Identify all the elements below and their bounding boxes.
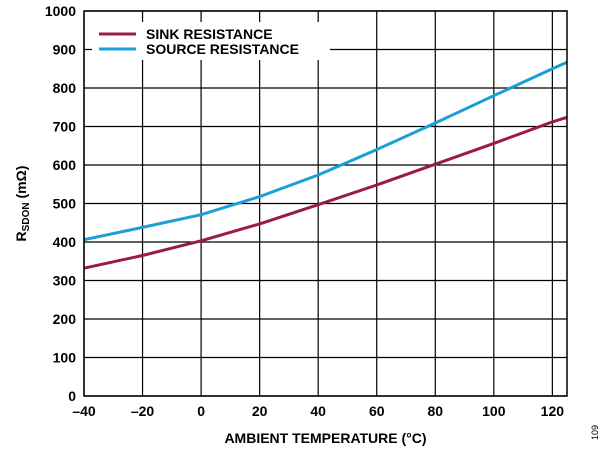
- figure-number: 109: [590, 425, 600, 440]
- x-tick-label: 100: [482, 403, 506, 419]
- x-tick-label: 120: [541, 403, 565, 419]
- grid: [83, 10, 567, 397]
- y-tick-label: 200: [53, 311, 77, 327]
- x-tick-label: –20: [131, 403, 155, 419]
- y-tick-label: 900: [53, 42, 77, 58]
- legend: SINK RESISTANCE SOURCE RESISTANCE: [92, 22, 330, 60]
- y-tick-label: 700: [53, 119, 77, 135]
- x-tick-label: –40: [72, 403, 96, 419]
- y-axis-label-main: R: [13, 231, 29, 241]
- plot-frame: [83, 10, 568, 397]
- series-line-source: [83, 60, 568, 242]
- series-line-sink: [83, 115, 568, 270]
- x-tick-labels: –40 –20 0 20 40 60 80 100 120: [72, 403, 564, 419]
- y-axis-label-subscript: SDON: [21, 202, 32, 231]
- x-tick-label: 40: [310, 403, 326, 419]
- y-tick-label: 400: [53, 234, 77, 250]
- y-tick-labels: 0 100 200 300 400 500 600 700 800 900 1000: [45, 3, 76, 404]
- y-tick-label: 1000: [45, 3, 76, 19]
- y-tick-label: 800: [53, 80, 77, 96]
- legend-label-sink: SINK RESISTANCE: [146, 26, 273, 42]
- y-axis-label: RSDON (mΩ): [13, 166, 32, 242]
- y-tick-label: 600: [53, 157, 77, 173]
- x-tick-label: 0: [197, 403, 205, 419]
- x-tick-label: 80: [427, 403, 443, 419]
- legend-label-source: SOURCE RESISTANCE: [146, 41, 299, 57]
- y-tick-label: 300: [53, 273, 77, 289]
- x-axis-label: AMBIENT TEMPERATURE (°C): [224, 430, 426, 446]
- legend-background: [92, 22, 330, 60]
- y-tick-label: 0: [68, 388, 76, 404]
- y-tick-label: 100: [53, 350, 77, 366]
- y-tick-label: 500: [53, 196, 77, 212]
- x-tick-label: 60: [369, 403, 385, 419]
- y-axis-label-unit: (mΩ): [13, 166, 29, 203]
- series-layer: [83, 60, 568, 270]
- x-tick-label: 20: [252, 403, 268, 419]
